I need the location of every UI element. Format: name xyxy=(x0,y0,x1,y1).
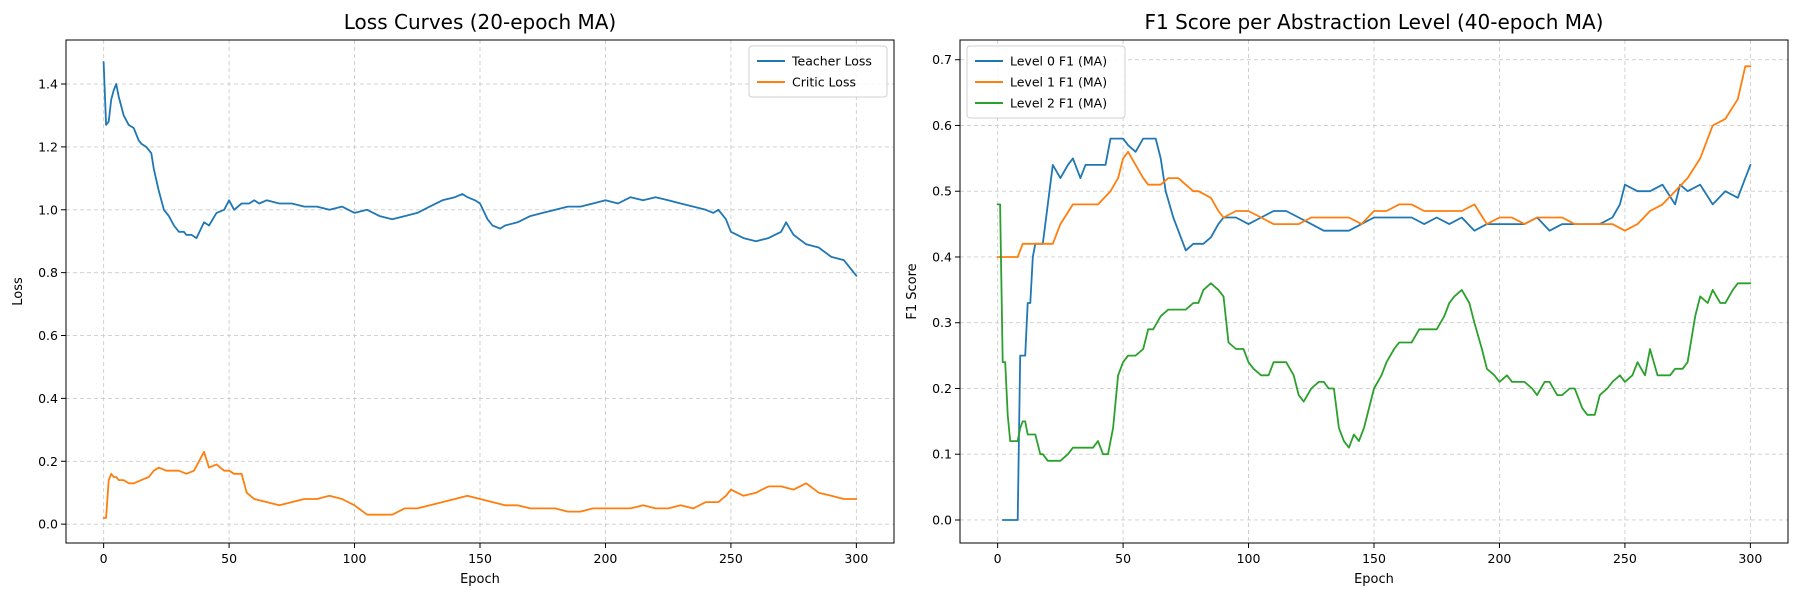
series-line-level-1-f1-ma xyxy=(996,65,1752,258)
y-tick-label: 1.4 xyxy=(38,77,58,92)
x-tick-label: 0 xyxy=(100,551,108,566)
legend-label-level-2-f1-ma: Level 2 F1 (MA) xyxy=(1010,96,1107,111)
x-tick-label: 300 xyxy=(844,551,868,566)
series-line-critic-loss xyxy=(102,450,858,519)
series-group xyxy=(996,65,1752,521)
legend-label-level-1-f1-ma: Level 1 F1 (MA) xyxy=(1010,75,1107,90)
series-line-teacher-loss xyxy=(102,61,858,277)
y-tick-label: 0.3 xyxy=(932,315,952,330)
y-tick-label: 0.2 xyxy=(38,454,58,469)
y-tick-label: 0.0 xyxy=(932,512,952,527)
y-tick-label: 0.2 xyxy=(932,381,952,396)
x-tick-label: 200 xyxy=(594,551,618,566)
y-tick-label: 0.7 xyxy=(932,52,952,67)
legend-label-level-0-f1-ma: Level 0 F1 (MA) xyxy=(1010,54,1107,69)
y-tick-label: 0.4 xyxy=(38,391,58,406)
y-tick-label: 0.5 xyxy=(932,184,952,199)
y-tick-label: 1.2 xyxy=(38,139,58,154)
y-tick-label: 0.4 xyxy=(932,249,952,264)
legend: Teacher Loss Critic Loss xyxy=(748,45,888,98)
legend-label-critic-loss: Critic Loss xyxy=(792,75,856,90)
y-axis-label: Loss xyxy=(11,277,26,306)
y-tick-label: 1.0 xyxy=(38,202,58,217)
legend-box xyxy=(748,45,888,98)
y-axis: 0.0 0.1 0.2 0.3 0.4 0.5 0.6 0.7 xyxy=(932,52,960,527)
x-tick-label: 300 xyxy=(1738,551,1762,566)
x-axis-label: Epoch xyxy=(460,572,500,587)
y-tick-label: 0.6 xyxy=(932,118,952,133)
y-tick-label: 0.1 xyxy=(932,447,952,462)
x-tick-label: 250 xyxy=(719,551,743,566)
legend-box xyxy=(966,45,1126,119)
x-tick-label: 0 xyxy=(994,551,1002,566)
x-axis-label: Epoch xyxy=(1354,572,1394,587)
x-tick-label: 50 xyxy=(221,551,237,566)
y-tick-label: 0.8 xyxy=(38,265,58,280)
x-axis: 0 50 100 150 200 250 300 xyxy=(100,543,868,566)
chart-title: F1 Score per Abstraction Level (40-epoch… xyxy=(1145,10,1604,34)
x-axis: 0 50 100 150 200 250 300 xyxy=(994,543,1762,566)
series-line-level-2-f1-ma xyxy=(996,203,1752,462)
legend: Level 0 F1 (MA) Level 1 F1 (MA) Level 2 F1… xyxy=(966,45,1126,119)
series-group xyxy=(102,61,858,519)
x-tick-label: 250 xyxy=(1613,551,1637,566)
chart-title: Loss Curves (20-epoch MA) xyxy=(344,10,616,34)
y-axis-label: F1 Score xyxy=(905,263,920,319)
x-tick-label: 100 xyxy=(343,551,367,566)
x-tick-label: 150 xyxy=(1362,551,1386,566)
series-line-level-0-f1-ma xyxy=(1001,137,1752,521)
grid xyxy=(66,40,894,543)
x-tick-label: 200 xyxy=(1488,551,1512,566)
legend-label-teacher-loss: Teacher Loss xyxy=(791,54,872,69)
x-tick-label: 50 xyxy=(1115,551,1131,566)
y-tick-label: 0.6 xyxy=(38,328,58,343)
loss-curves-chart: 0 50 100 150 200 250 300 0.0 0.2 0.4 0.6 0.8 1.0 1.2 1… xyxy=(11,10,895,587)
y-tick-label: 0.0 xyxy=(38,517,58,532)
x-tick-label: 150 xyxy=(468,551,492,566)
f1-score-chart: 0 50 100 150 200 250 3000.00.10.20.30.40.50.60… xyxy=(905,10,1789,587)
x-tick-label: 100 xyxy=(1237,551,1261,566)
y-axis: 0.0 0.2 0.4 0.6 0.8 1.0 1.2 1.4 xyxy=(38,77,66,532)
